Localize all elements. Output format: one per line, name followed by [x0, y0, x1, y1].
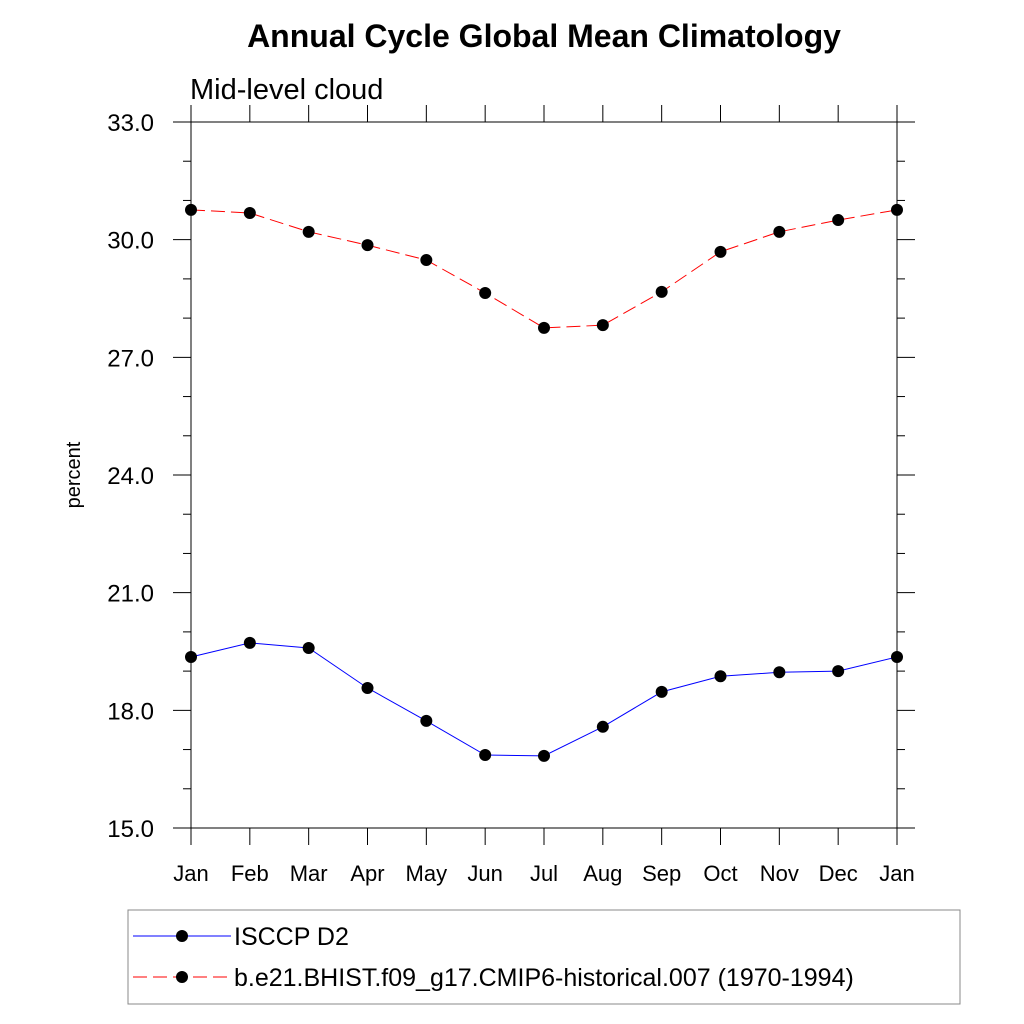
y-tick-label: 18.0 [107, 698, 154, 725]
x-tick-label: May [406, 861, 448, 886]
x-tick-label: Jan [173, 861, 208, 886]
data-point-series-0 [538, 749, 550, 762]
data-point-series-1 [891, 203, 903, 216]
y-axis-label: percent [63, 441, 85, 508]
y-tick-label: 21.0 [107, 581, 154, 608]
data-point-series-1 [596, 319, 609, 332]
data-point-series-0 [773, 666, 786, 679]
data-point-series-1 [243, 206, 256, 219]
y-tick-label: 15.0 [107, 816, 154, 843]
x-tick-label: Jun [467, 861, 502, 886]
legend-marker-isccp [176, 930, 188, 942]
data-point-series-0 [243, 636, 256, 649]
x-tick-label: Apr [350, 861, 384, 886]
chart-subtitle: Mid-level cloud [190, 74, 383, 106]
data-point-series-0 [655, 685, 668, 698]
data-point-series-1 [655, 285, 668, 298]
data-point-series-0 [302, 641, 315, 654]
data-point-series-1 [302, 225, 315, 238]
y-tick-label: 24.0 [107, 463, 154, 490]
chart-title: Annual Cycle Global Mean Climatology [247, 18, 841, 54]
data-point-series-1 [538, 321, 550, 334]
x-tick-label: Aug [583, 861, 622, 886]
data-point-series-0 [714, 670, 727, 683]
data-point-series-1 [832, 214, 845, 227]
data-point-series-1 [420, 254, 433, 267]
x-tick-label: Nov [760, 861, 799, 886]
x-tick-label: Feb [231, 861, 269, 886]
data-point-series-1 [185, 203, 197, 216]
y-tick-label: 27.0 [107, 345, 154, 372]
data-point-series-0 [891, 650, 903, 663]
series-line-1 [190, 209, 898, 329]
x-tick-label: Oct [703, 861, 737, 886]
data-point-series-1 [773, 225, 786, 238]
x-tick-label: Dec [819, 861, 858, 886]
data-point-series-0 [596, 720, 609, 733]
data-point-series-0 [832, 665, 845, 678]
x-tick-label: Sep [642, 861, 681, 886]
data-point-series-0 [185, 650, 197, 663]
data-point-series-0 [361, 681, 374, 694]
data-point-series-0 [479, 749, 492, 762]
data-point-series-1 [361, 239, 374, 252]
x-tick-label: Jan [879, 861, 914, 886]
data-point-series-0 [420, 714, 433, 727]
x-tick-label: Mar [290, 861, 328, 886]
series-line-0 [190, 642, 898, 757]
data-point-series-1 [479, 287, 492, 300]
legend-label-model: b.e21.BHIST.f09_g17.CMIP6-historical.007… [234, 964, 854, 992]
legend-label-isccp: ISCCP D2 [234, 923, 349, 951]
legend-marker-model [176, 971, 188, 983]
y-tick-label: 30.0 [107, 228, 154, 255]
x-tick-label: Jul [530, 861, 558, 886]
y-tick-label: 33.0 [107, 110, 154, 137]
data-point-series-1 [714, 245, 727, 258]
legend: ISCCP D2 b.e21.BHIST.f09_g17.CMIP6-histo… [127, 909, 961, 1005]
